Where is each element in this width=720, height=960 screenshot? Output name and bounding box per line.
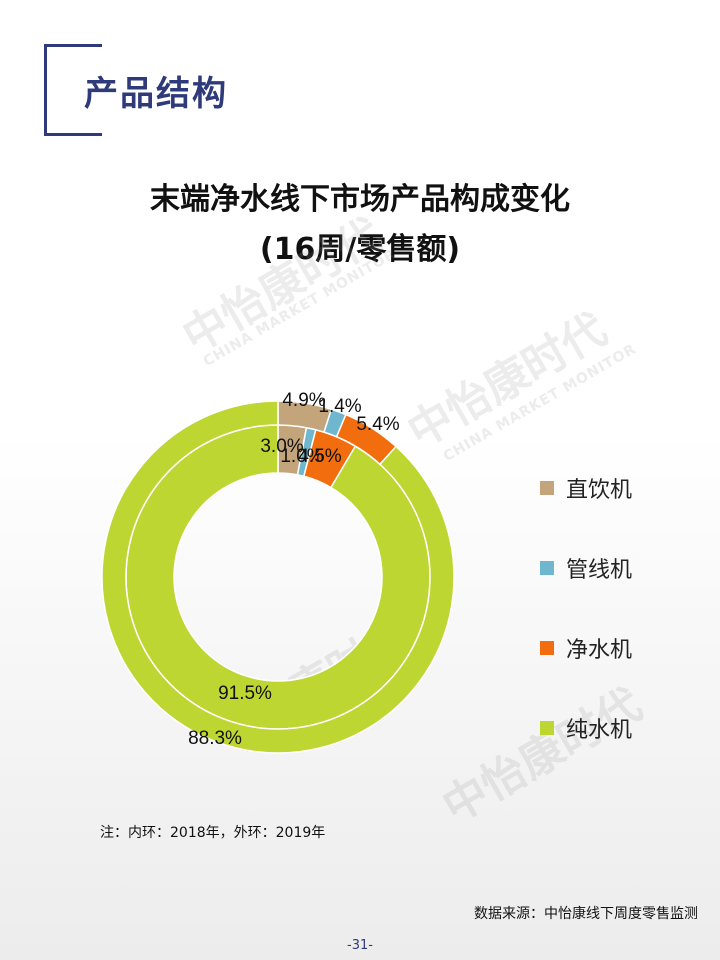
data-label-inner-纯水机: 91.5% bbox=[218, 683, 272, 704]
legend-item-纯水机: 纯水机 bbox=[540, 688, 632, 768]
data-label-inner-管线机: 1.0% bbox=[280, 446, 323, 467]
data-source: 数据来源：中怡康线下周度零售监测 bbox=[474, 906, 698, 922]
legend-item-直饮机: 直饮机 bbox=[540, 448, 632, 528]
legend-label: 纯水机 bbox=[566, 718, 633, 743]
legend-label: 直饮机 bbox=[566, 478, 633, 503]
chart-legend: 直饮机 管线机 净水机 纯水机 bbox=[540, 448, 632, 768]
legend-swatch bbox=[540, 721, 554, 735]
legend-swatch bbox=[540, 561, 554, 575]
page-number: -31- bbox=[347, 938, 373, 953]
chart-title: 末端净水线下市场产品构成变化 bbox=[150, 182, 570, 217]
section-bracket bbox=[44, 44, 102, 136]
donut-slice-outer-纯水机 bbox=[101, 400, 455, 754]
legend-swatch bbox=[540, 481, 554, 495]
data-label-inner-直饮机: 3.0% bbox=[260, 436, 303, 457]
legend-label: 净水机 bbox=[566, 638, 633, 663]
ring-note: 注：内环：2018年，外环：2019年 bbox=[100, 825, 326, 841]
section-title: 产品结构 bbox=[84, 74, 228, 114]
legend-label: 管线机 bbox=[566, 558, 633, 583]
data-label-inner-净水机: 4.5% bbox=[298, 446, 341, 467]
data-label-outer-净水机: 5.4% bbox=[356, 414, 399, 435]
legend-item-管线机: 管线机 bbox=[540, 528, 632, 608]
donut-slice-inner-纯水机 bbox=[125, 424, 431, 730]
data-label-outer-管线机: 1.4% bbox=[318, 396, 361, 417]
data-label-outer-纯水机: 88.3% bbox=[188, 728, 242, 749]
legend-item-净水机: 净水机 bbox=[540, 608, 632, 688]
legend-swatch bbox=[540, 641, 554, 655]
data-label-outer-直饮机: 4.9% bbox=[282, 390, 325, 411]
chart-subtitle: (16周/零售额) bbox=[259, 232, 461, 267]
